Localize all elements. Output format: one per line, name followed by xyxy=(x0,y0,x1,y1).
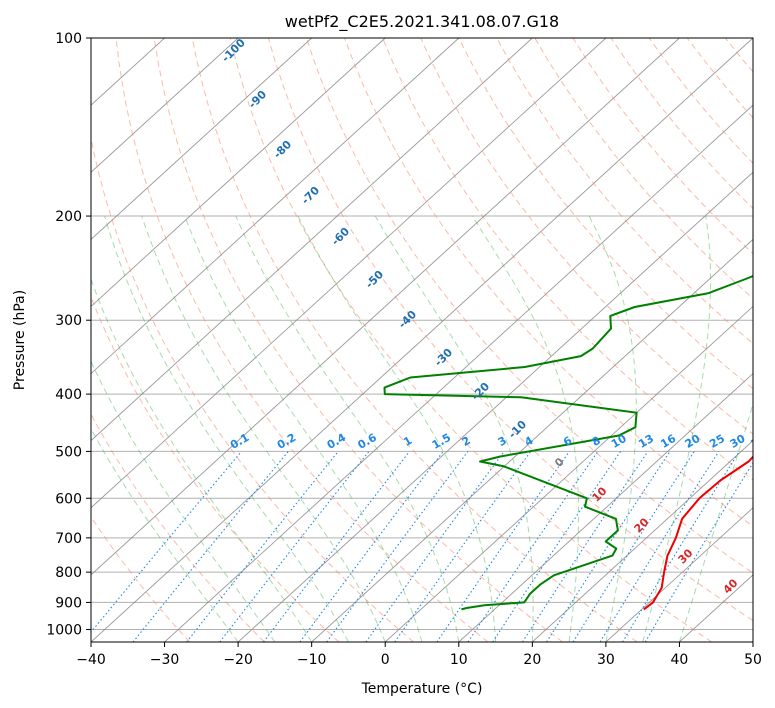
dry-adiabat-line xyxy=(191,38,638,642)
x-tick-label: 50 xyxy=(744,652,762,668)
dry-adiabat-line xyxy=(91,413,265,642)
dewpoint-profile-line xyxy=(383,275,753,611)
y-tick-label: 100 xyxy=(55,31,82,47)
mixing-ratio-line xyxy=(394,451,532,642)
isotherm-line xyxy=(91,38,753,642)
moist-adiabat-line xyxy=(642,215,712,642)
y-tick-label: 200 xyxy=(55,209,82,225)
moist-adiabat-line xyxy=(471,215,580,642)
moist-adiabat-line xyxy=(91,360,276,642)
mixing-ratio-line xyxy=(467,451,599,642)
moist-adiabat-line xyxy=(297,215,497,642)
y-tick-label: 300 xyxy=(55,313,82,329)
x-tick-label: −10 xyxy=(297,652,327,668)
x-axis: −40 −30 −20 −10 0 10 20 30 40 50 xyxy=(76,642,762,668)
y-tick-label: 1000 xyxy=(46,622,82,638)
mixing-ratio-line xyxy=(365,451,505,642)
x-tick-label: 20 xyxy=(523,652,541,668)
isotherm-line xyxy=(458,372,753,642)
dry-adiabat-line xyxy=(91,135,414,642)
moist-adiabat-line xyxy=(374,215,534,642)
x-tick-label: −40 xyxy=(76,652,106,668)
chart-title: wetPf2_C2E5.2021.341.08.07.G18 xyxy=(285,12,559,32)
isotherm-line xyxy=(384,305,753,642)
isotherm-line xyxy=(311,238,753,642)
mixing-ratio-line xyxy=(492,451,622,642)
x-axis-label: Temperature (°C) xyxy=(361,681,483,697)
y-tick-label: 700 xyxy=(55,531,82,547)
y-tick-label: 800 xyxy=(55,565,82,581)
isotherm-line xyxy=(91,38,680,576)
mixing-ratio-line xyxy=(436,451,570,642)
mixing-ratio-label: 36 xyxy=(748,432,768,451)
y-axis: 1000 900 800 700 600 500 400 300 200 100 xyxy=(46,31,91,638)
moist-adiabat-line xyxy=(141,215,386,642)
dry-adiabat-line xyxy=(267,38,753,622)
isotherm-line xyxy=(91,38,239,173)
y-tick-label: 900 xyxy=(55,595,82,611)
mixing-ratio-line xyxy=(91,451,242,633)
x-tick-label: −30 xyxy=(150,652,180,668)
mixing-ratio-line xyxy=(622,451,740,642)
x-tick-label: 0 xyxy=(381,652,390,668)
dry-adiabat-line xyxy=(534,38,753,300)
moist-adiabat-line xyxy=(104,215,349,642)
mixing-ratio-line xyxy=(263,451,410,642)
dry-adiabat-line xyxy=(153,38,563,642)
moist-adiabat-line xyxy=(235,215,460,642)
series-layer xyxy=(383,275,753,611)
plot-frame xyxy=(90,37,754,643)
y-axis-label: Pressure (hPa) xyxy=(12,290,28,390)
mixing-ratio-line xyxy=(546,451,671,642)
moist-adiabat-line xyxy=(588,215,637,642)
isotherm-line xyxy=(91,38,313,240)
isotherm-line xyxy=(531,440,753,642)
dry-adiabat-line xyxy=(115,38,489,642)
isotherm-line xyxy=(91,38,386,308)
dry-adiabat-line xyxy=(91,515,191,642)
x-tick-label: −20 xyxy=(223,652,253,668)
isotherm-line xyxy=(237,171,753,642)
x-tick-label: 30 xyxy=(597,652,615,668)
moist-adiabat-line xyxy=(91,277,313,642)
mixing-ratio-line xyxy=(326,451,469,642)
isotherm-line xyxy=(164,104,753,642)
y-tick-label: 400 xyxy=(55,387,82,403)
dry-adiabat-line xyxy=(229,38,713,642)
mixing-ratio-line xyxy=(186,451,339,642)
temperature-profile-line xyxy=(643,455,753,611)
moist-adiabat-line xyxy=(91,427,239,642)
x-tick-label: 10 xyxy=(450,652,468,668)
mixing-ratio-line xyxy=(132,451,289,642)
y-tick-label: 500 xyxy=(55,444,82,460)
grid-layer xyxy=(91,38,753,642)
dry-adiabat-line xyxy=(344,38,753,527)
isotherm-line xyxy=(91,38,460,375)
dry-adiabat-line xyxy=(305,38,753,574)
mixing-ratio-line xyxy=(599,451,720,642)
x-tick-label: 40 xyxy=(671,652,689,668)
isotherm-line xyxy=(91,38,607,509)
moist-adiabat-line xyxy=(184,215,423,642)
y-tick-label: 600 xyxy=(55,491,82,507)
mixing-ratio-line xyxy=(299,451,444,642)
isotherm-line xyxy=(605,507,753,642)
isotherm-line xyxy=(91,38,533,442)
mixing-ratio-line xyxy=(522,451,649,642)
